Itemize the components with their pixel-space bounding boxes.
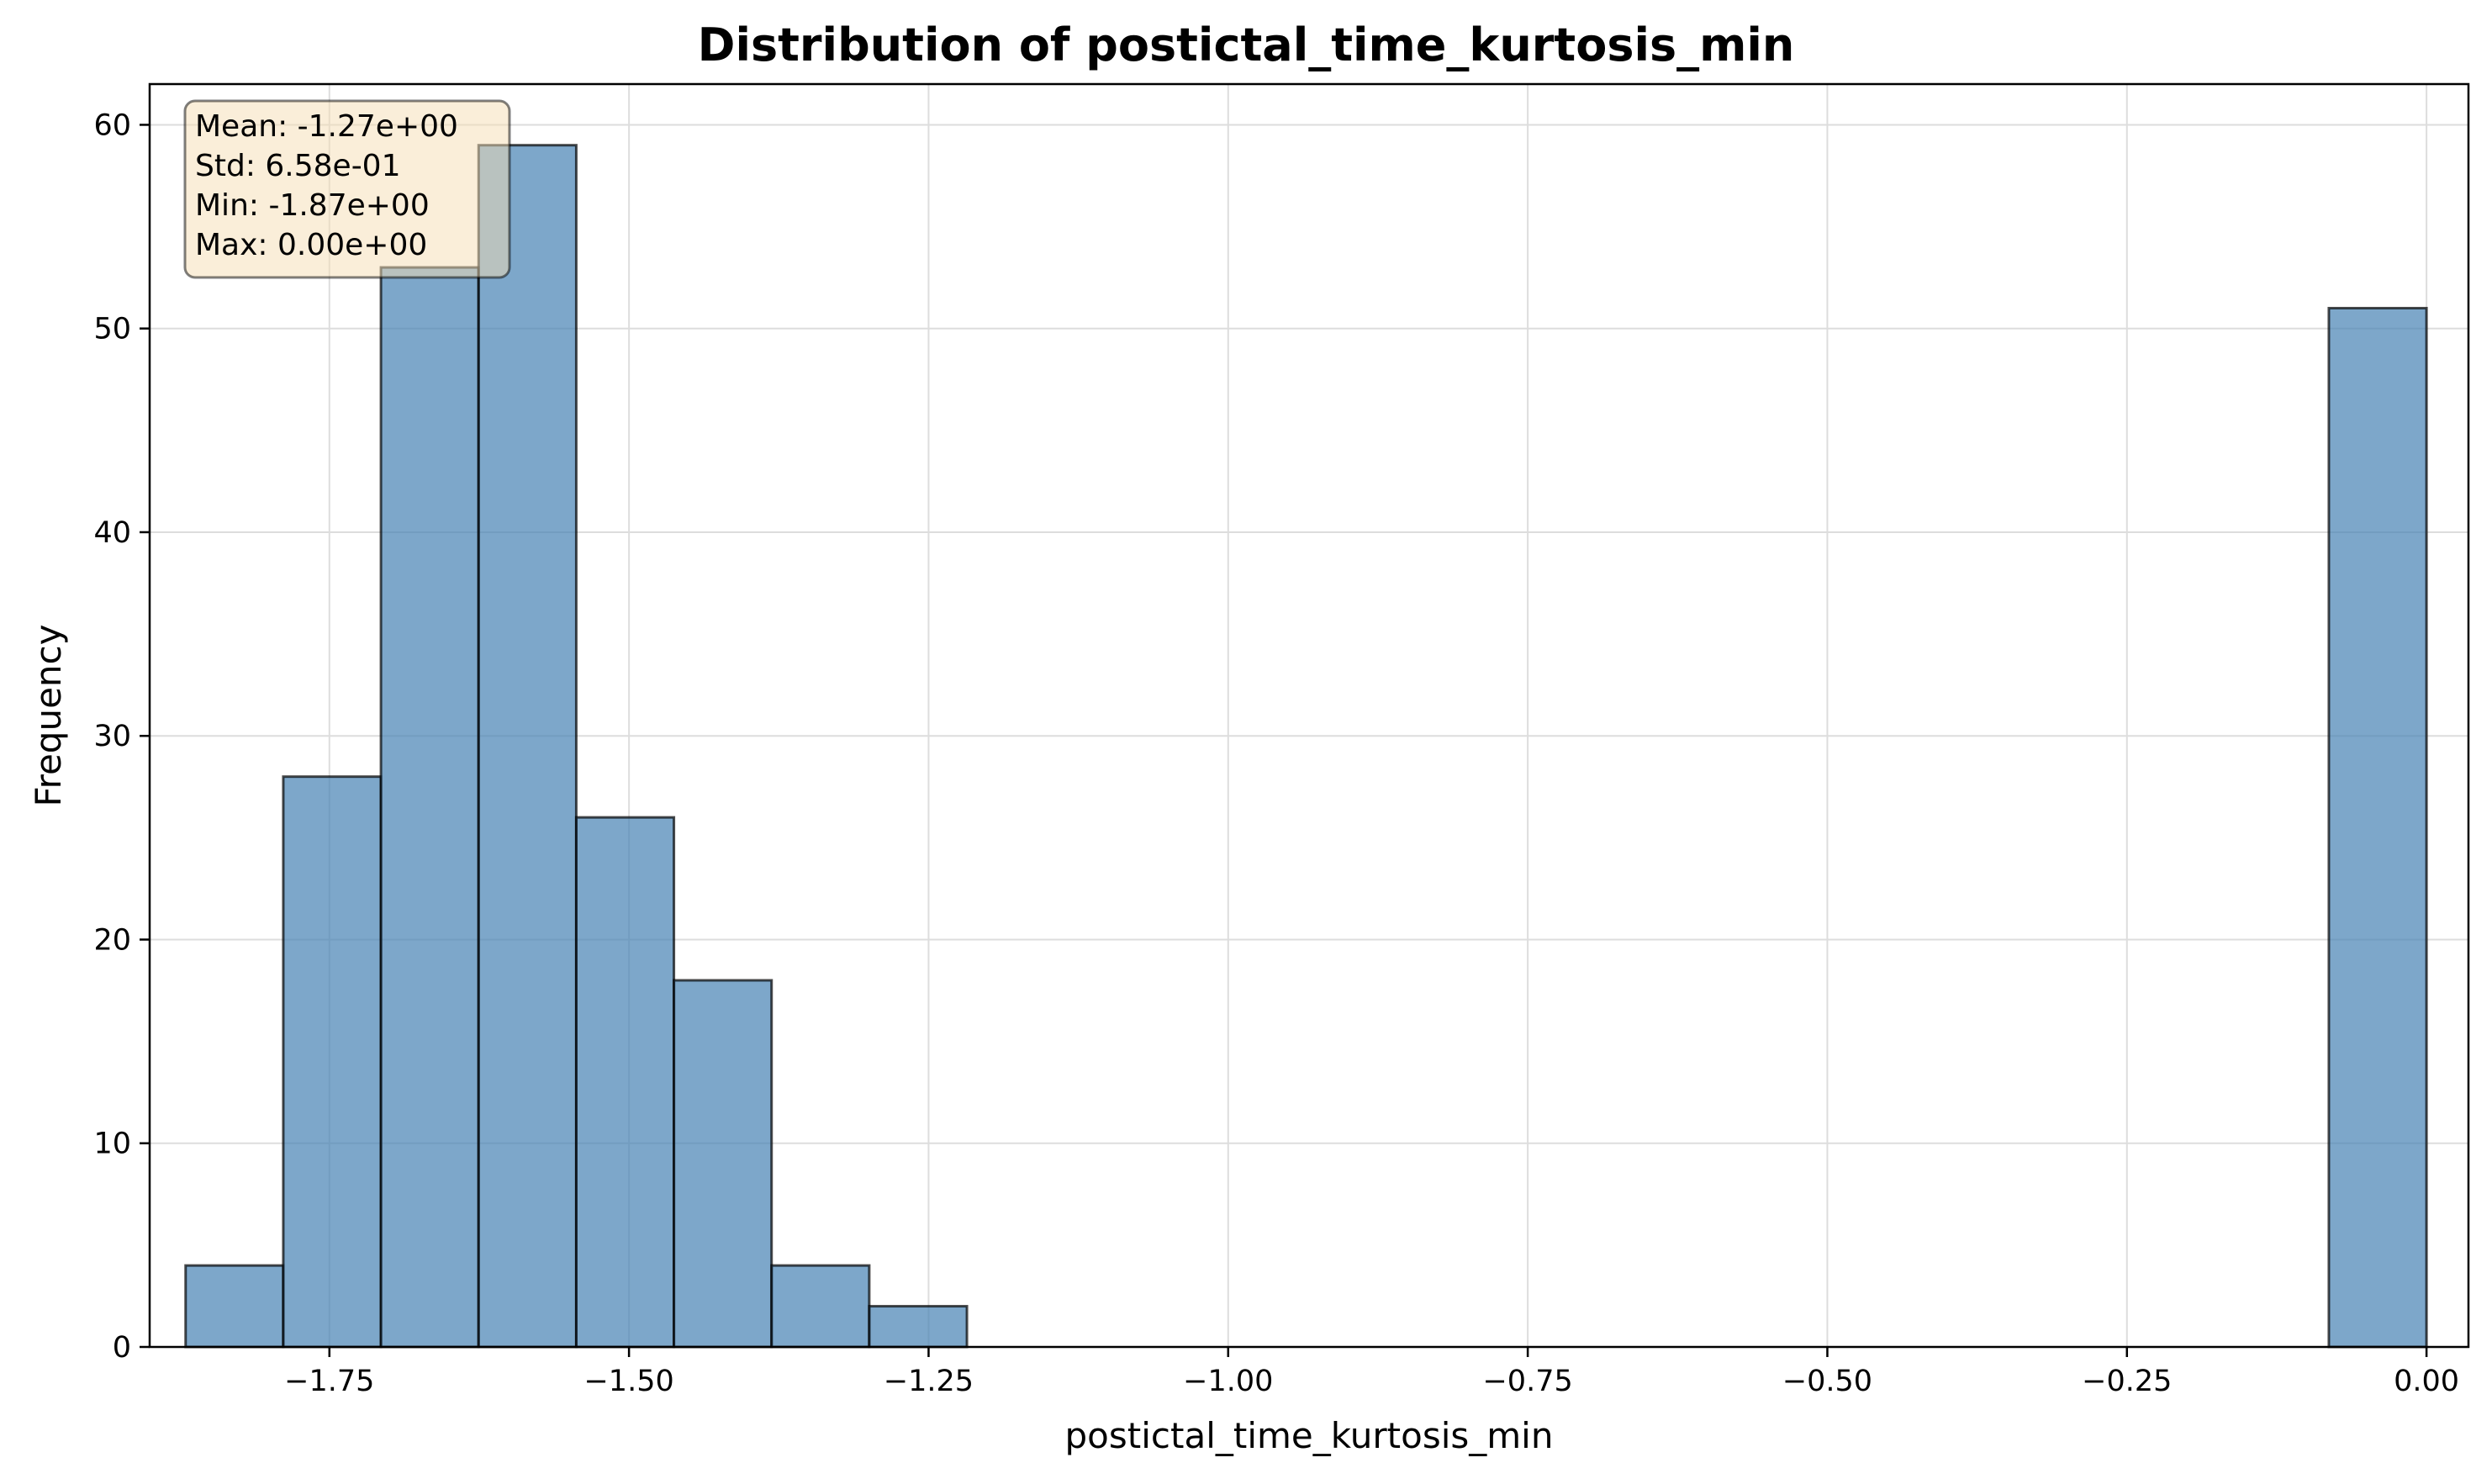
histogram-bar xyxy=(379,266,480,1349)
stats-std: Std: 6.58e-01 xyxy=(195,149,401,183)
histogram-bar xyxy=(282,775,383,1349)
y-tick-label: 30 xyxy=(93,720,131,753)
histogram-bar xyxy=(770,1264,871,1349)
y-tick-label: 10 xyxy=(93,1128,131,1161)
x-axis-label: postictal_time_kurtosis_min xyxy=(1065,1415,1554,1456)
x-tick-label: −0.75 xyxy=(1482,1365,1572,1398)
y-tick-label: 0 xyxy=(113,1331,131,1365)
stats-box-background xyxy=(183,99,511,279)
x-tick-label: −1.00 xyxy=(1183,1365,1273,1398)
x-tick-label: 0.00 xyxy=(2394,1365,2459,1398)
stats-min: Min: -1.87e+00 xyxy=(195,188,430,223)
x-tick-label: −0.25 xyxy=(2082,1365,2172,1398)
y-tick-label: 40 xyxy=(93,516,131,550)
x-tick-label: −1.75 xyxy=(284,1365,374,1398)
stats-max: Max: 0.00e+00 xyxy=(195,228,427,262)
histogram-bar xyxy=(868,1305,969,1349)
chart-title: Distribution of postictal_time_kurtosis_… xyxy=(698,18,1795,71)
stats-box: Mean: -1.27e+00 Std: 6.58e-01 Min: -1.87… xyxy=(183,99,511,279)
histogram-bar xyxy=(574,816,676,1349)
histogram-bars xyxy=(184,144,2428,1349)
x-tick-label: −0.50 xyxy=(1782,1365,1872,1398)
x-axis-ticks: −1.75 −1.50 −1.25 −1.00 −0.75 −0.50 −0.25 0.00 xyxy=(284,1347,2459,1398)
y-tick-label: 20 xyxy=(93,923,131,957)
x-tick-label: −1.50 xyxy=(583,1365,673,1398)
y-axis-ticks: 0 10 20 30 40 50 60 xyxy=(93,108,150,1365)
histogram-bar xyxy=(184,1264,285,1349)
histogram-bar xyxy=(477,144,578,1349)
plot-frame xyxy=(148,82,2470,1349)
y-axis-label: Frequency xyxy=(28,625,69,807)
y-tick-label: 50 xyxy=(93,313,131,346)
stats-mean: Mean: -1.27e+00 xyxy=(195,109,458,144)
y-tick-label: 60 xyxy=(93,108,131,142)
histogram-bar xyxy=(673,979,773,1349)
histogram-bar xyxy=(2327,306,2428,1349)
x-tick-label: −1.25 xyxy=(884,1365,974,1398)
